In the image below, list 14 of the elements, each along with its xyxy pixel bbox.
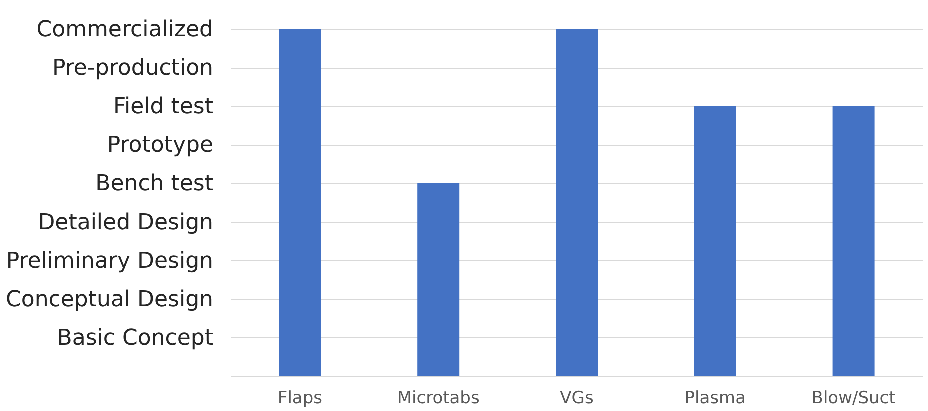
text: Field test	[113, 94, 214, 120]
text: Basic Concept	[57, 326, 214, 351]
x-tick-label: Microtabs	[397, 388, 480, 408]
x-tick-label: Plasma	[684, 388, 746, 408]
text: Pre-production	[52, 56, 214, 82]
x-tick-label: VGs	[560, 388, 594, 408]
text: Conceptual Design	[6, 287, 214, 312]
text: Detailed Design	[38, 210, 214, 236]
text: Commercialized	[36, 18, 214, 42]
text: Bench test	[96, 172, 214, 197]
text: Prototype	[107, 133, 214, 158]
x-tick-label: Blow/Suct	[812, 388, 896, 408]
text: Preliminary Design	[6, 248, 214, 274]
x-tick-label: Flaps	[278, 388, 323, 408]
